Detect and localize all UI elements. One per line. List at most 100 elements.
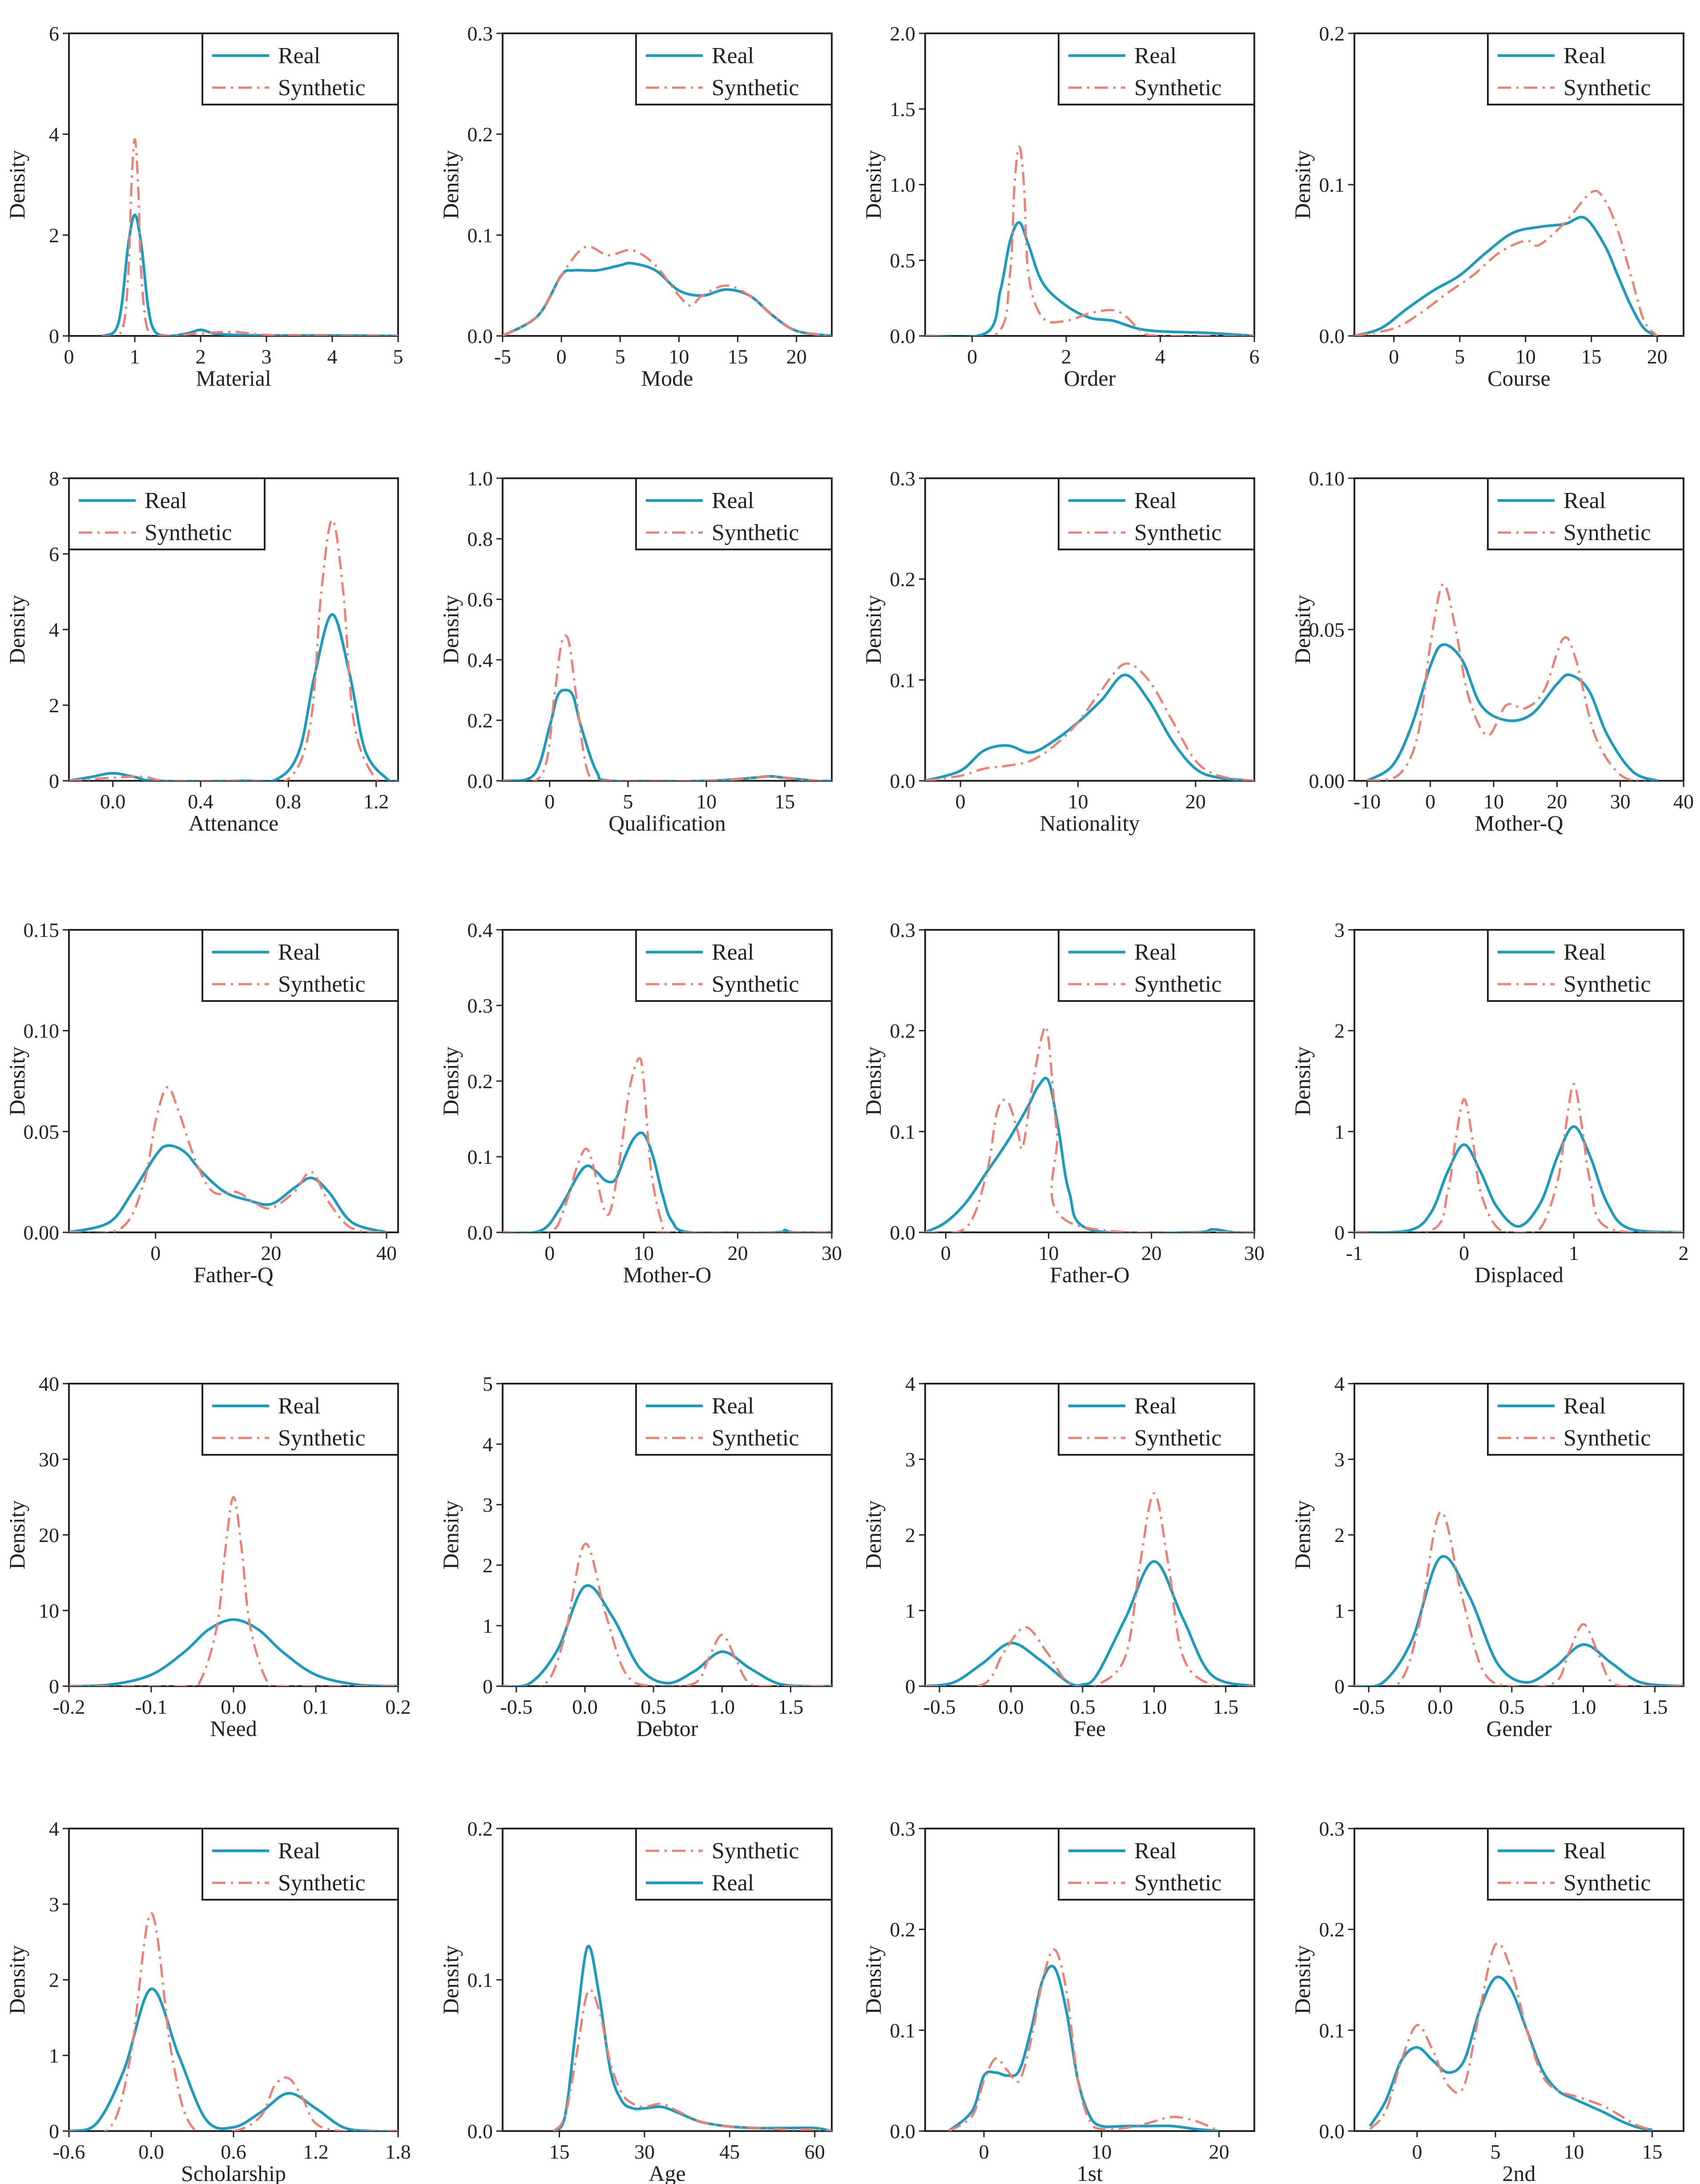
y-tick-label: 0.15	[24, 919, 60, 941]
y-tick-label: 1.0	[467, 467, 493, 490]
y-tick-label: 1	[483, 1615, 493, 1637]
x-tick-label: 0	[1459, 1242, 1469, 1264]
synthetic-density-line	[925, 145, 1254, 336]
y-tick-label: 0.3	[467, 994, 493, 1017]
y-axis-label: Density	[438, 595, 463, 664]
legend: Real Synthetic	[1487, 1828, 1684, 1901]
legend-real-label: Real	[278, 1393, 320, 1419]
legend-synthetic-label: Synthetic	[1563, 520, 1651, 545]
y-axis-label: Density	[1290, 1046, 1315, 1116]
y-tick-label: 3	[1334, 919, 1345, 941]
y-tick-label: 0.0	[467, 325, 493, 347]
x-tick-label: 0.5	[1070, 1696, 1096, 1718]
legend: Real Synthetic	[1058, 477, 1255, 550]
x-tick-label: 0.0	[572, 1696, 598, 1718]
y-axis-label: Density	[861, 1500, 886, 1570]
x-tick-label: 60	[805, 2140, 825, 2163]
y-tick-label: 10	[39, 1599, 59, 1622]
real-density-line	[503, 689, 832, 781]
y-tick-label: 0.1	[1319, 2019, 1345, 2042]
x-tick-label: 10	[1563, 2140, 1584, 2163]
chart-panel-10: 0 10 20 30 0.0 0.1 0.2 0.3 0.4 Mother-O Density Rea…	[438, 919, 842, 1287]
y-tick-label: 2	[49, 224, 59, 246]
y-tick-label: 0.1	[1319, 174, 1345, 196]
x-tick-label: 6	[1249, 345, 1260, 368]
x-tick-label: 0	[967, 345, 977, 368]
legend-synthetic-label: Synthetic	[278, 1870, 365, 1896]
x-axis-label: Attenance	[189, 811, 279, 836]
y-tick-label: 0.3	[890, 1817, 916, 1840]
x-tick-label: 1.0	[1141, 1696, 1167, 1718]
x-tick-label: 40	[376, 1242, 397, 1264]
legend-real-label: Real	[1134, 488, 1176, 513]
y-tick-label: 0.2	[467, 123, 493, 146]
legend: Real Synthetic	[1487, 1383, 1684, 1456]
synthetic-density-line	[925, 1025, 1254, 1232]
y-tick-label: 0.0	[1319, 2120, 1345, 2143]
chart-panel-9: 0 20 40 0.00 0.05 0.10 0.15 Father-Q Density Real…	[4, 919, 399, 1287]
y-tick-label: 2	[49, 1969, 59, 1991]
legend-real-label: Real	[1563, 1393, 1606, 1419]
legend: Real Synthetic	[1058, 32, 1255, 105]
x-tick-label: 0.5	[1499, 1696, 1525, 1718]
y-tick-label: 1	[49, 2044, 59, 2067]
legend-real-label: Real	[712, 488, 754, 513]
real-density-line	[1354, 1125, 1684, 1232]
legend-real-label: Real	[1563, 43, 1606, 69]
y-tick-label: 0.5	[890, 249, 916, 272]
legend: Real Synthetic	[1487, 929, 1684, 1002]
x-tick-label: 30	[634, 2140, 655, 2163]
x-tick-label: 15	[549, 2140, 570, 2163]
legend-synthetic-label: Synthetic	[278, 1425, 365, 1451]
legend-real-label: Real	[1563, 1838, 1606, 1864]
y-tick-label: 4	[1334, 1373, 1345, 1395]
x-tick-label: 15	[1642, 2140, 1663, 2163]
chart-panel-19: 0 10 20 0.0 0.1 0.2 0.3 1st Density Real Synthetic	[861, 1817, 1255, 2184]
y-tick-label: 0.2	[1319, 22, 1345, 45]
x-tick-label: 0	[1412, 2140, 1422, 2163]
y-tick-label: 0.6	[467, 588, 493, 611]
real-density-line	[925, 1560, 1254, 1686]
synthetic-density-line	[69, 1912, 398, 2131]
synthetic-density-line	[69, 519, 398, 781]
legend-synthetic-label: Synthetic	[712, 972, 799, 997]
x-tick-label: 0	[941, 1242, 951, 1264]
y-tick-label: 2	[49, 694, 59, 717]
real-density-line	[1354, 1555, 1684, 1686]
y-tick-label: 0.0	[890, 1221, 916, 1244]
legend-synthetic-label: Synthetic	[145, 520, 232, 545]
x-tick-label: 30	[822, 1242, 842, 1264]
y-tick-label: 0.2	[467, 1817, 493, 1840]
chart-panel-15: -0.5 0.0 0.5 1.0 1.5 0 1 2 3 4 Fee Density Real Synth…	[861, 1373, 1255, 1741]
y-tick-label: 0.1	[467, 1969, 493, 1991]
series-group	[503, 1057, 832, 1232]
synthetic-density-line	[503, 245, 832, 336]
legend-box	[635, 929, 833, 1002]
x-tick-label: 0	[955, 790, 966, 813]
y-tick-label: 20	[39, 1524, 59, 1546]
series-group	[1366, 583, 1659, 781]
x-axis-label: Father-O	[1050, 1262, 1130, 1287]
synthetic-density-line	[948, 1948, 1220, 2131]
legend: Real Synthetic	[635, 1383, 833, 1456]
x-tick-label: 1.2	[303, 2140, 329, 2163]
y-tick-label: 0	[1334, 1221, 1345, 1244]
series-group	[69, 1912, 398, 2131]
real-density-line	[1369, 1975, 1653, 2131]
x-axis-label: 2nd	[1503, 2161, 1536, 2184]
synthetic-density-line	[503, 1057, 832, 1232]
x-tick-label: 20	[261, 1242, 281, 1264]
synthetic-density-line	[1369, 1942, 1653, 2131]
y-tick-label: 0.2	[467, 709, 493, 732]
x-tick-label: -0.6	[53, 2140, 85, 2163]
series-group	[69, 519, 398, 781]
series-group	[1354, 190, 1658, 336]
x-tick-label: 5	[1491, 2140, 1501, 2163]
x-tick-label: 3	[262, 345, 272, 368]
y-axis-label: Density	[1290, 1945, 1315, 2014]
x-axis-label: Order	[1064, 366, 1116, 391]
x-tick-label: -0.2	[53, 1696, 85, 1718]
legend-synthetic-label: Synthetic	[1134, 75, 1221, 101]
chart-panel-3: 0 2 4 6 0.0 0.5 1.0 1.5 2.0 Order Density Real Synth…	[861, 22, 1260, 391]
x-tick-label: 0.6	[221, 2140, 246, 2163]
